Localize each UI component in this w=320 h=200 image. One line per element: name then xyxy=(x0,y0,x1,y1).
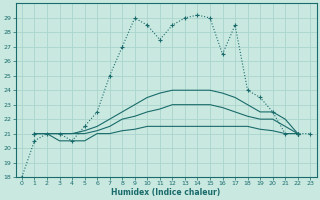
X-axis label: Humidex (Indice chaleur): Humidex (Indice chaleur) xyxy=(111,188,221,197)
